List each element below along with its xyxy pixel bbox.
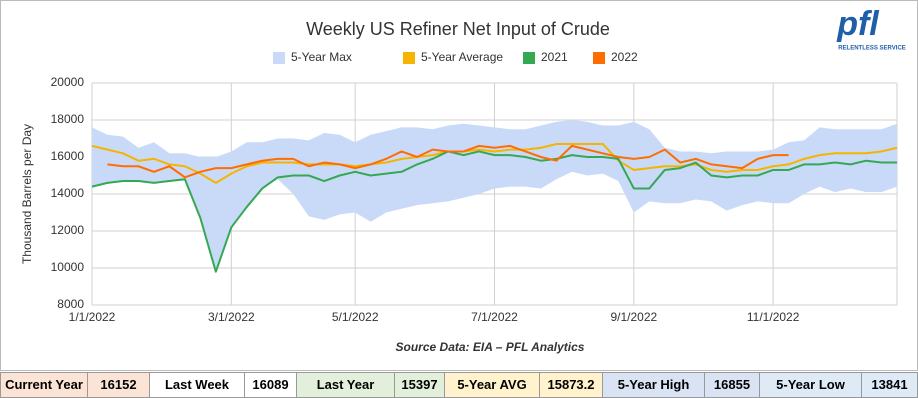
chart-title: Weekly US Refiner Net Input of Crude [306,19,610,39]
summary-value: 16855 [705,372,760,398]
summary-label: Last Week [150,372,245,398]
legend-label: 2021 [541,50,568,64]
source-note: Source Data: EIA – PFL Analytics [396,340,585,354]
chart: Weekly US Refiner Net Input of Crude Tho… [0,0,918,371]
y-tick-label: 12000 [51,223,85,237]
summary-table: Current Year 16152 Last Week 16089 Last Year… [0,372,918,398]
y-tick-label: 18000 [51,112,85,126]
legend-label: 5-Year Max [291,50,352,64]
y-tick-label: 20000 [51,75,85,89]
legend-label: 5-Year Average [421,50,503,64]
legend-swatch [593,52,605,64]
x-tick-label: 9/1/2022 [610,310,657,324]
summary-label: 5-Year Low [760,372,862,398]
legend-swatch [403,52,415,64]
series-line [107,144,789,179]
x-tick-label: 1/1/2022 [69,310,116,324]
x-tick-label: 11/1/2022 [747,310,800,324]
logo-tagline: RELENTLESS SERVICE [838,46,906,52]
summary-value: 16089 [245,372,297,398]
series-line [91,150,897,273]
legend-swatch [523,52,535,64]
summary-value: 16152 [88,372,150,398]
logo: pfl [836,5,880,43]
summary-label: Last Year [297,372,395,398]
summary-label: Current Year [0,372,88,398]
x-tick-label: 3/1/2022 [208,310,255,324]
legend-swatch [273,52,285,64]
y-tick-label: 14000 [51,186,85,200]
y-tick-label: 8000 [57,297,84,311]
y-axis-label: Thousand Barrels per Day [20,124,34,264]
summary-value: 13841 [862,372,918,398]
summary-label: 5-Year AVG [445,372,540,398]
summary-value: 15873.2 [540,372,603,398]
y-tick-label: 16000 [51,149,85,163]
series-line [91,143,898,184]
legend-label: 2022 [611,50,638,64]
x-tick-label: 5/1/2022 [332,310,379,324]
summary-value: 15397 [395,372,445,398]
x-tick-label: 7/1/2022 [471,310,518,324]
y-tick-label: 10000 [51,260,85,274]
summary-label: 5-Year High [603,372,705,398]
